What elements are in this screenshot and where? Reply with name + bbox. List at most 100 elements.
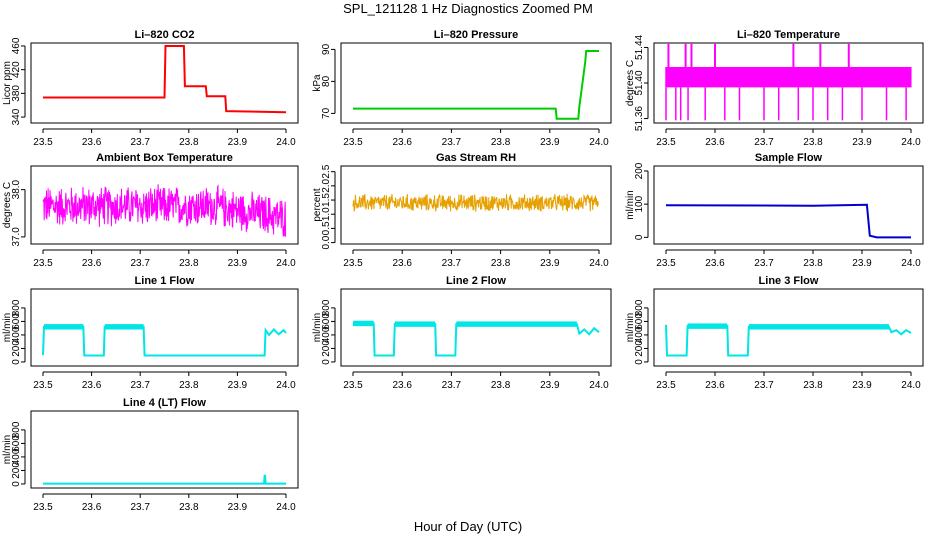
y-tick-label: 200 [11, 340, 22, 357]
x-tick-label: 23.9 [228, 502, 248, 513]
y-tick-label: 200 [11, 462, 22, 479]
plot-frame [30, 288, 299, 367]
y-tick-label: 38.0 [11, 179, 22, 199]
x-tick-label: 23.9 [540, 258, 560, 269]
y-axis-label: Licor ppm [2, 61, 13, 105]
y-axis-label: kPa [312, 74, 323, 92]
x-tick-label: 23.7 [130, 137, 150, 148]
plot-frame [30, 410, 299, 489]
y-tick-label: 200 [634, 340, 645, 357]
x-tick-label: 24.0 [276, 380, 296, 391]
y-axis-label: degrees C [625, 60, 636, 106]
data-layer [42, 184, 287, 237]
y-tick-label: 600 [11, 435, 22, 452]
panel-title: Gas Stream RH [436, 152, 516, 164]
panel-title: Sample Flow [755, 152, 823, 164]
x-tick-label: 23.7 [130, 258, 150, 269]
y-tick-label: 400 [11, 326, 22, 343]
panel-3: Li–820 Temperature degrees C 23.5 23.6 23.7 2… [625, 29, 924, 148]
panel-title: Ambient Box Temperature [96, 152, 233, 164]
x-tick-label: 23.5 [343, 258, 363, 269]
x-tick-label: 23.6 [705, 380, 725, 391]
x-tick-label: 23.7 [754, 380, 774, 391]
y-tick-label: 51.44 [634, 34, 645, 59]
plot-frame [340, 165, 612, 245]
series-line [353, 322, 600, 357]
series-line [43, 474, 286, 485]
x-tick-label: 23.5 [33, 258, 53, 269]
flow-plateau-noise [456, 321, 577, 327]
y-tick-label: 200 [321, 340, 332, 357]
y-axis-label: ml/min [625, 190, 636, 219]
y-tick-label: 600 [321, 313, 332, 330]
y-tick-label: 51.40 [634, 70, 645, 95]
panel-2: Li–820 Pressure kPa 23.5 23.6 23.7 23.8 23.9 24… [312, 29, 612, 148]
panel-title: Li–820 CO2 [135, 29, 195, 41]
x-tick-label: 23.8 [491, 380, 511, 391]
panel-title: Line 2 Flow [446, 275, 506, 287]
y-tick-label: 0 [634, 234, 645, 240]
x-tick-label: 24.0 [589, 258, 609, 269]
y-tick-label: 200 [634, 162, 645, 179]
x-tick-label: 23.5 [33, 137, 53, 148]
panel-9: Line 3 Flow ml/min 23.5 23.6 23.7 23.8 23.9 24.… [625, 275, 924, 391]
x-tick-label: 23.8 [179, 137, 199, 148]
flow-plateau-noise [104, 324, 144, 330]
y-tick-label: 100 [634, 195, 645, 212]
x-tick-label: 23.7 [130, 380, 150, 391]
x-tick-label: 23.6 [392, 380, 412, 391]
x-tick-label: 24.0 [901, 258, 921, 269]
x-tick-label: 23.6 [705, 137, 725, 148]
series-line [43, 45, 287, 114]
x-tick-label: 23.8 [491, 258, 511, 269]
temperature-band [665, 67, 912, 88]
x-tick-label: 24.0 [589, 137, 609, 148]
plot-frame [653, 288, 924, 367]
panel-7: Line 1 Flow ml/min 23.5 23.6 23.7 23.8 23.9 24.… [2, 275, 299, 391]
x-tick-label: 23.6 [392, 258, 412, 269]
x-tick-label: 23.5 [656, 258, 676, 269]
plot-frame [653, 42, 924, 124]
x-tick-label: 23.9 [228, 258, 248, 269]
y-tick-label: 51.36 [634, 106, 645, 131]
series-line [42, 325, 287, 357]
rh-trace [352, 193, 600, 212]
plot-frame [30, 42, 299, 124]
y-tick-label: 800 [321, 299, 332, 316]
x-tick-label: 24.0 [589, 380, 609, 391]
x-tick-label: 23.6 [705, 258, 725, 269]
x-tick-label: 23.8 [803, 137, 823, 148]
plot-frame [340, 42, 612, 124]
y-tick-label: 0.5 [321, 221, 332, 235]
x-tick-label: 23.7 [442, 137, 462, 148]
flow-plateau-noise [353, 320, 374, 327]
panel-title: Line 1 Flow [135, 275, 195, 287]
panel-title: Line 3 Flow [759, 275, 819, 287]
series-line [665, 324, 912, 357]
x-tick-label: 23.8 [179, 502, 199, 513]
x-tick-label: 23.7 [442, 380, 462, 391]
x-tick-label: 23.5 [343, 137, 363, 148]
x-tick-label: 23.6 [82, 380, 102, 391]
box-temperature-trace [42, 184, 287, 237]
x-tick-label: 23.5 [343, 380, 363, 391]
y-tick-label: 340 [11, 108, 22, 125]
x-tick-label: 24.0 [901, 137, 921, 148]
flow-plateau-noise [394, 321, 436, 327]
x-tick-label: 23.9 [852, 380, 872, 391]
y-tick-label: 420 [11, 61, 22, 78]
y-tick-label: 0 [634, 359, 645, 365]
y-tick-label: 600 [11, 313, 22, 330]
panel-title: Line 4 (LT) Flow [123, 397, 206, 409]
data-layer [352, 193, 600, 212]
y-tick-label: 0.0 [321, 235, 332, 249]
x-tick-label: 24.0 [901, 380, 921, 391]
flow-plateau-noise [748, 324, 889, 330]
y-axis-label: ml/min [2, 313, 13, 342]
x-tick-label: 23.9 [228, 380, 248, 391]
y-tick-label: 460 [11, 37, 22, 54]
y-tick-label: 800 [634, 299, 645, 316]
panel-8: Line 2 Flow ml/min 23.5 23.6 23.7 23.8 23.9 24.… [312, 275, 612, 391]
data-layer [353, 320, 600, 357]
y-tick-label: 80 [321, 75, 332, 87]
